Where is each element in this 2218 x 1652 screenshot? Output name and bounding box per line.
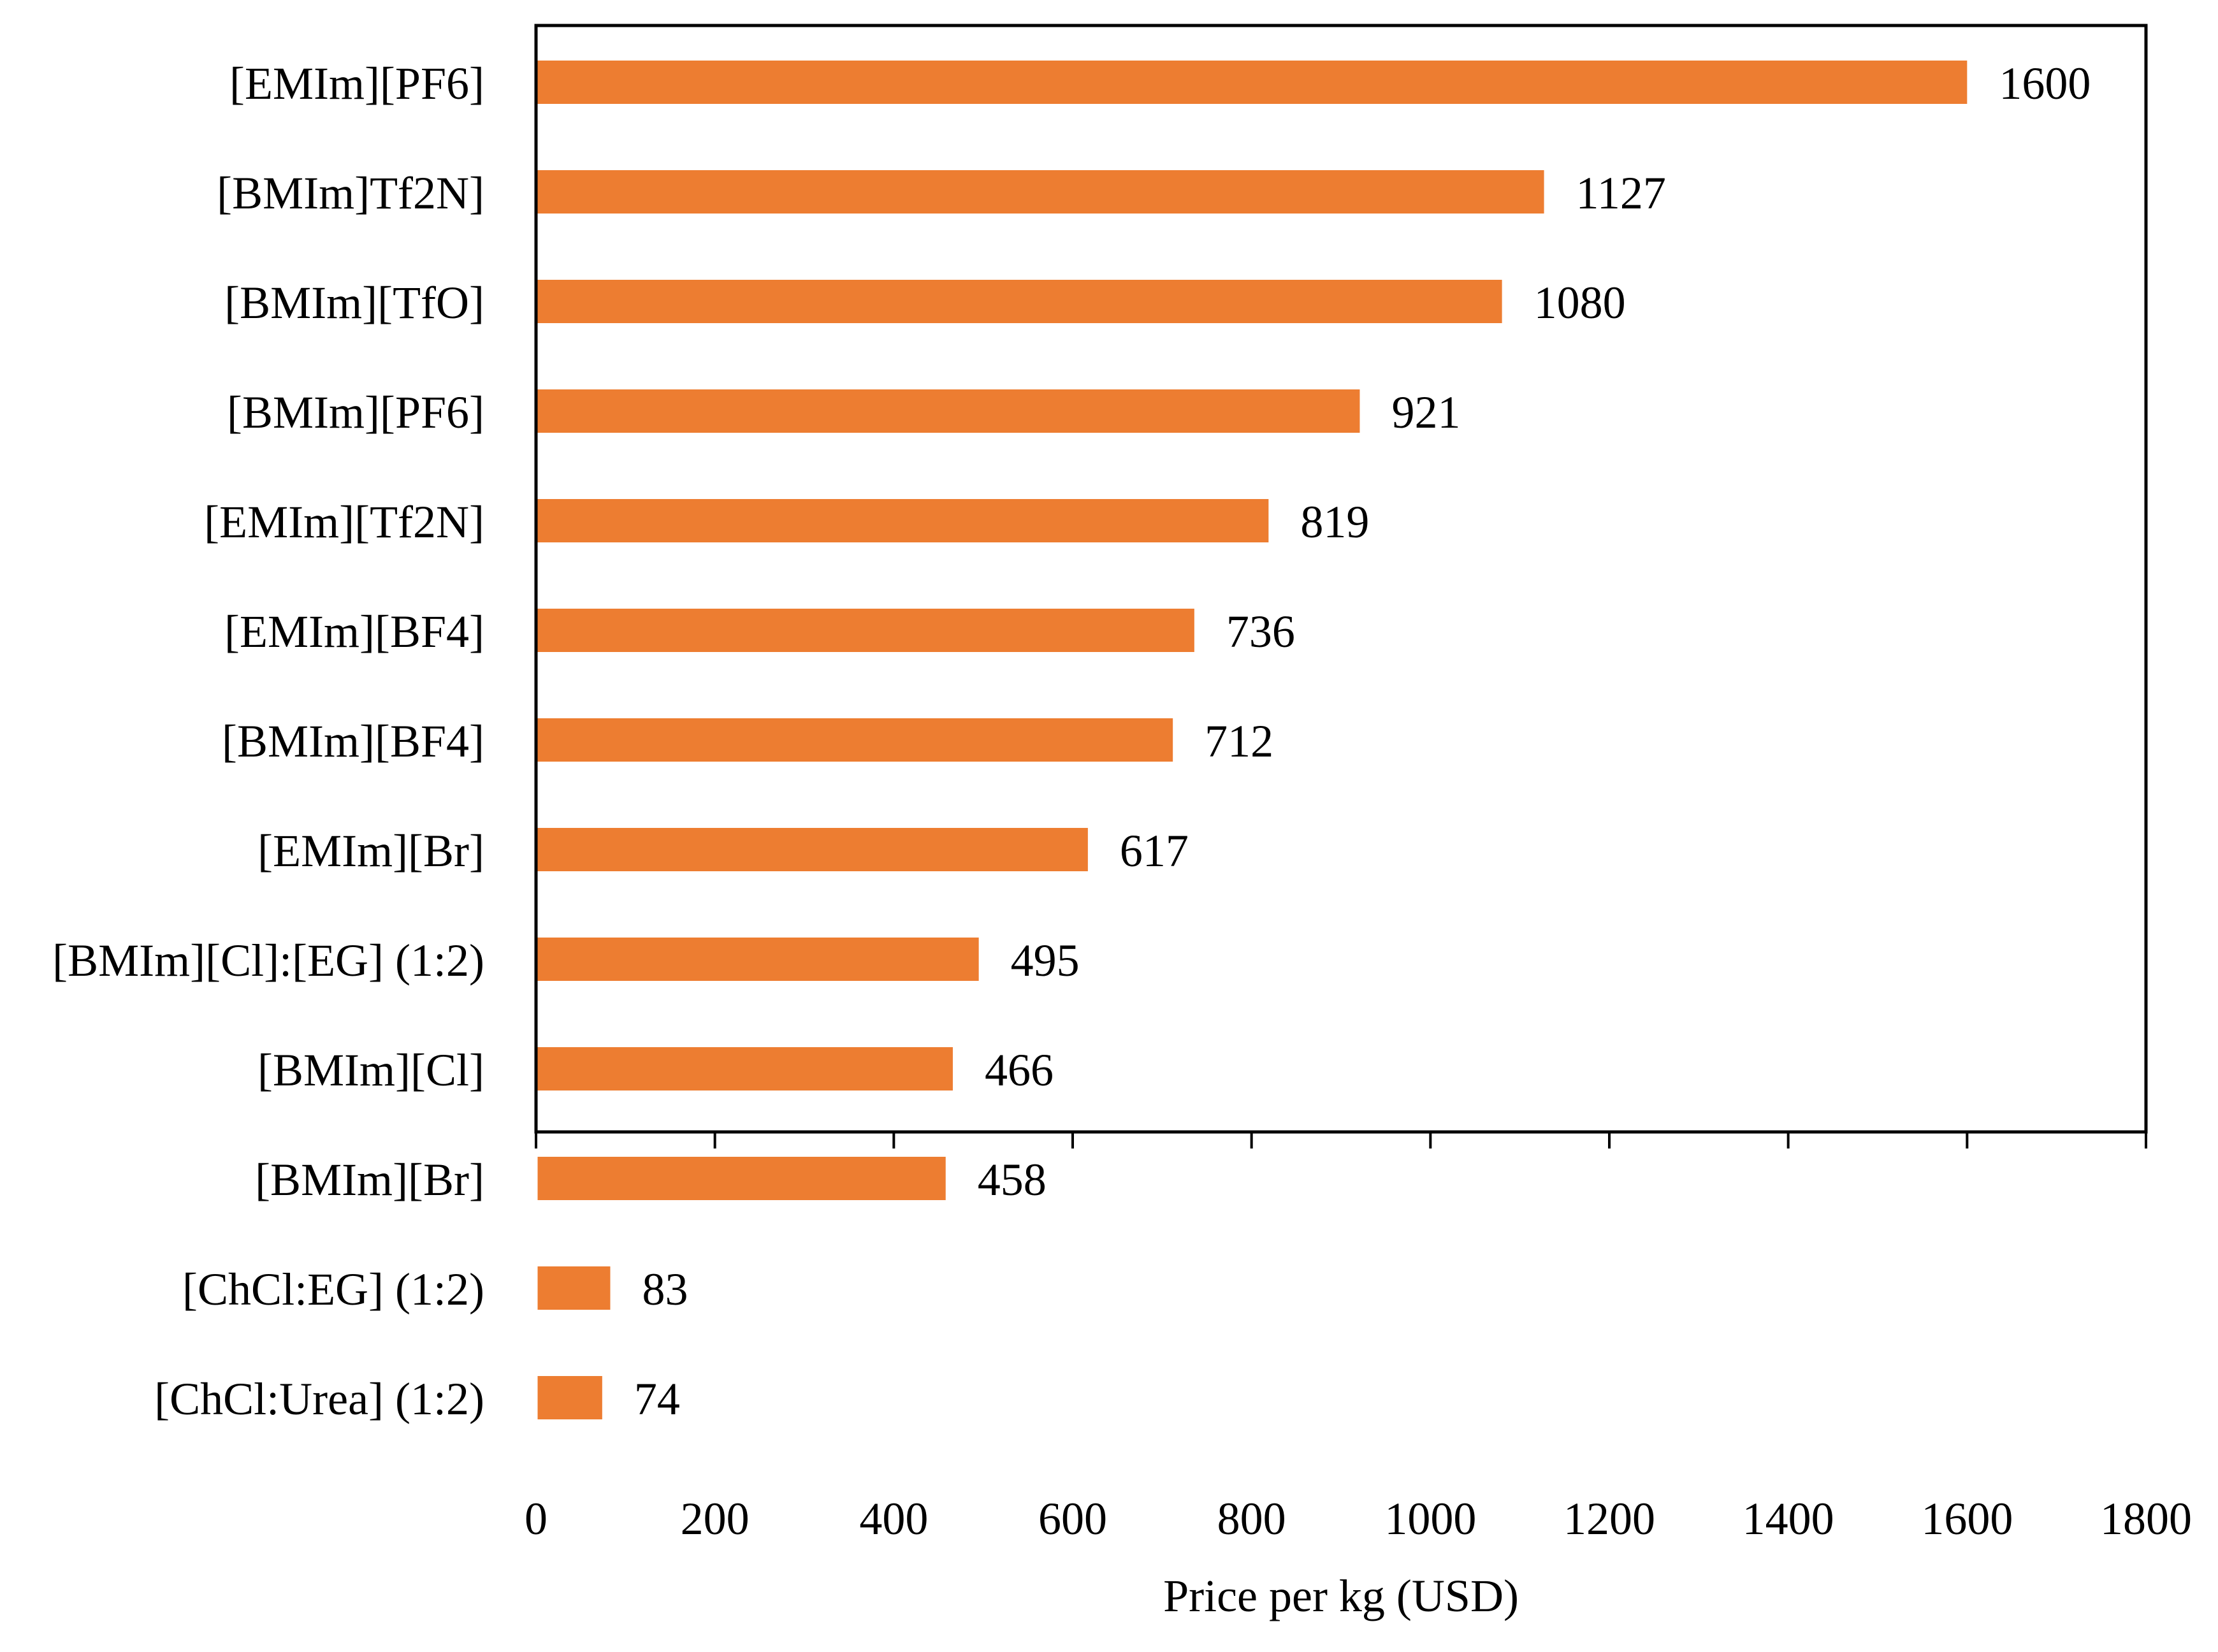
category-label: [BMIm][Cl]:[EG] (1:2) [52,935,484,986]
bar [537,718,1173,762]
bar [537,170,1544,214]
bar [537,389,1360,433]
x-tick-label: 1400 [1743,1493,1834,1544]
x-tick-label: 400 [859,1493,928,1544]
bar-value-label: 466 [985,1045,1054,1096]
category-label: [BMIm][BF4] [222,716,484,767]
bars-layer [537,61,1968,1419]
x-tick-label: 600 [1038,1493,1107,1544]
bar-value-label: 458 [978,1154,1047,1205]
bar-value-label: 712 [1205,716,1273,767]
bar-value-label: 74 [634,1373,680,1424]
bar [537,828,1088,871]
category-label: [BMIm][TfO] [224,277,484,328]
category-labels-layer: [EMIm][PF6] [BMIm]Tf2N] [BMIm][TfO] [BMIm][… [52,58,484,1424]
category-label: [EMIm][Br] [257,825,484,876]
value-labels-layer: 1600 1127 1080 921 819 736 712 617 495 466 458 83 74 [634,58,2091,1424]
bar [537,609,1194,652]
category-label: [ChCl:EG] (1:2) [182,1264,484,1315]
bar-value-label: 617 [1120,825,1189,876]
category-label: [EMIm][Tf2N] [204,496,484,547]
category-label: [BMIm][Cl] [257,1045,484,1096]
x-tick-label: 1200 [1563,1493,1655,1544]
x-axis-ticks: 0 200 400 600 800 1000 1200 1400 1600 1800 [525,1132,2192,1544]
category-label: [BMIm][Br] [255,1154,484,1205]
category-label: [EMIm][BF4] [224,606,484,657]
plot-area-frame [534,24,2148,1134]
bar-value-label: 819 [1300,496,1369,547]
bar-value-label: 736 [1226,606,1295,657]
bar [537,280,1502,323]
x-tick-label: 1800 [2100,1493,2192,1544]
category-label: [BMIm][PF6] [227,387,484,438]
x-tick-label: 0 [525,1493,547,1544]
bar [537,1047,953,1090]
bar [537,1376,602,1419]
bar-value-label: 1127 [1576,168,1666,219]
x-tick-label: 800 [1217,1493,1286,1544]
bar-value-label: 1600 [1999,58,2091,109]
bar-value-label: 495 [1011,935,1080,986]
x-tick-label: 1600 [1921,1493,2013,1544]
x-tick-label: 1000 [1384,1493,1476,1544]
bar-value-label: 83 [642,1264,688,1315]
x-axis-title: Price per kg (USD) [1163,1570,1519,1621]
bar [537,499,1269,542]
bar [537,61,1968,104]
category-label: [EMIm][PF6] [229,58,484,109]
bar-value-label: 1080 [1534,277,1626,328]
bar [537,1157,946,1200]
bar [537,1266,611,1310]
category-label: [BMIm]Tf2N] [217,168,484,219]
x-tick-label: 200 [681,1493,750,1544]
category-label: [ChCl:Urea] (1:2) [154,1373,484,1424]
bar [537,938,979,981]
bar-value-label: 921 [1391,387,1460,438]
